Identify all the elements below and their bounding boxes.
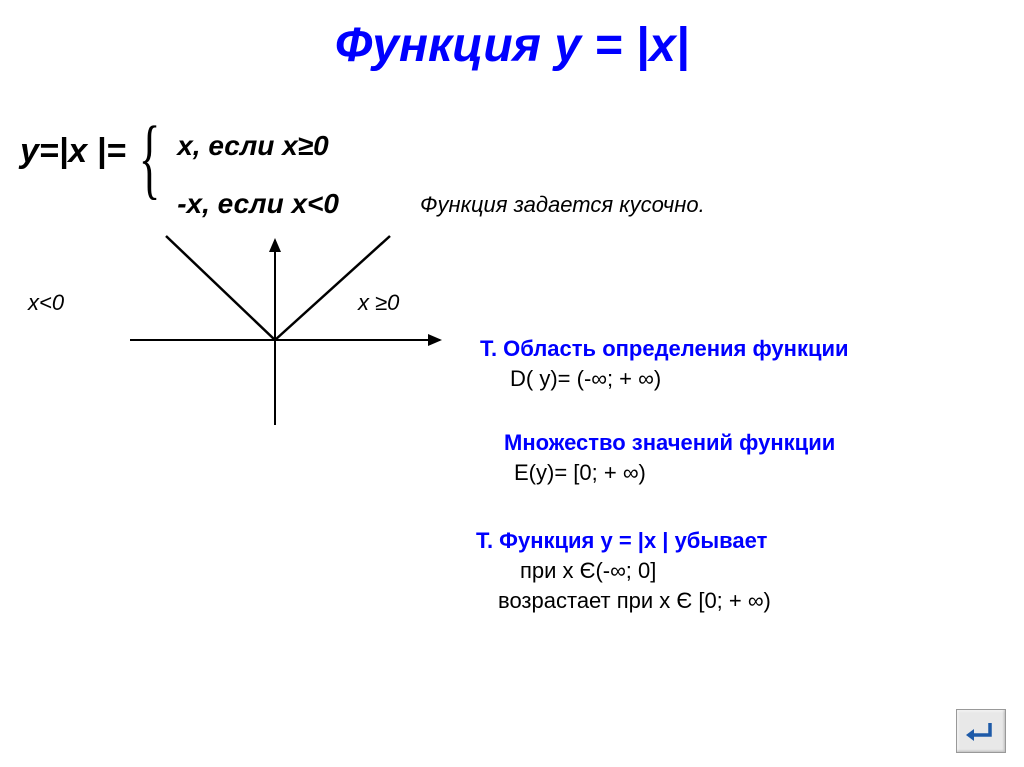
case-1: х, если х≥0 [177,130,339,162]
return-button[interactable] [956,709,1006,753]
piecewise-definition: у=|х |= { х, если х≥0 -х, если х<0 [20,120,339,220]
graph-label-left: х<0 [28,290,64,316]
mono-heading: Т. Функция у = |х | убывает [476,528,771,554]
page-title: Функция у = |х| [0,0,1024,73]
domain-value: D( у)= (-∞; + ∞) [480,366,849,392]
abs-graph [110,230,450,435]
branch-right [275,236,390,340]
equation-lhs: у=|х |= [20,120,126,171]
mono-decreasing: при х Є(-∞; 0] [476,558,771,584]
monotonicity-block: Т. Функция у = |х | убывает при х Є(-∞; … [476,528,771,618]
case-2: -х, если х<0 [177,188,339,220]
return-icon [964,717,998,745]
domain-block: Т. Область определения функции D( у)= (-… [480,336,849,396]
piecewise-note: Функция задается кусочно. [420,192,705,218]
range-value: Е(у)= [0; + ∞) [480,460,835,486]
branch-left [166,236,275,340]
domain-heading: Т. Область определения функции [480,336,849,362]
equation-cases: х, если х≥0 -х, если х<0 [177,120,339,220]
mono-increasing: возрастает при х Є [0; + ∞) [476,588,771,614]
range-heading: Множество значений функции [480,430,835,456]
range-block: Множество значений функции Е(у)= [0; + ∞… [480,430,835,490]
title-text: Функция у = |х| [335,19,689,72]
brace-icon: { [139,114,161,204]
graph-svg [110,230,450,430]
